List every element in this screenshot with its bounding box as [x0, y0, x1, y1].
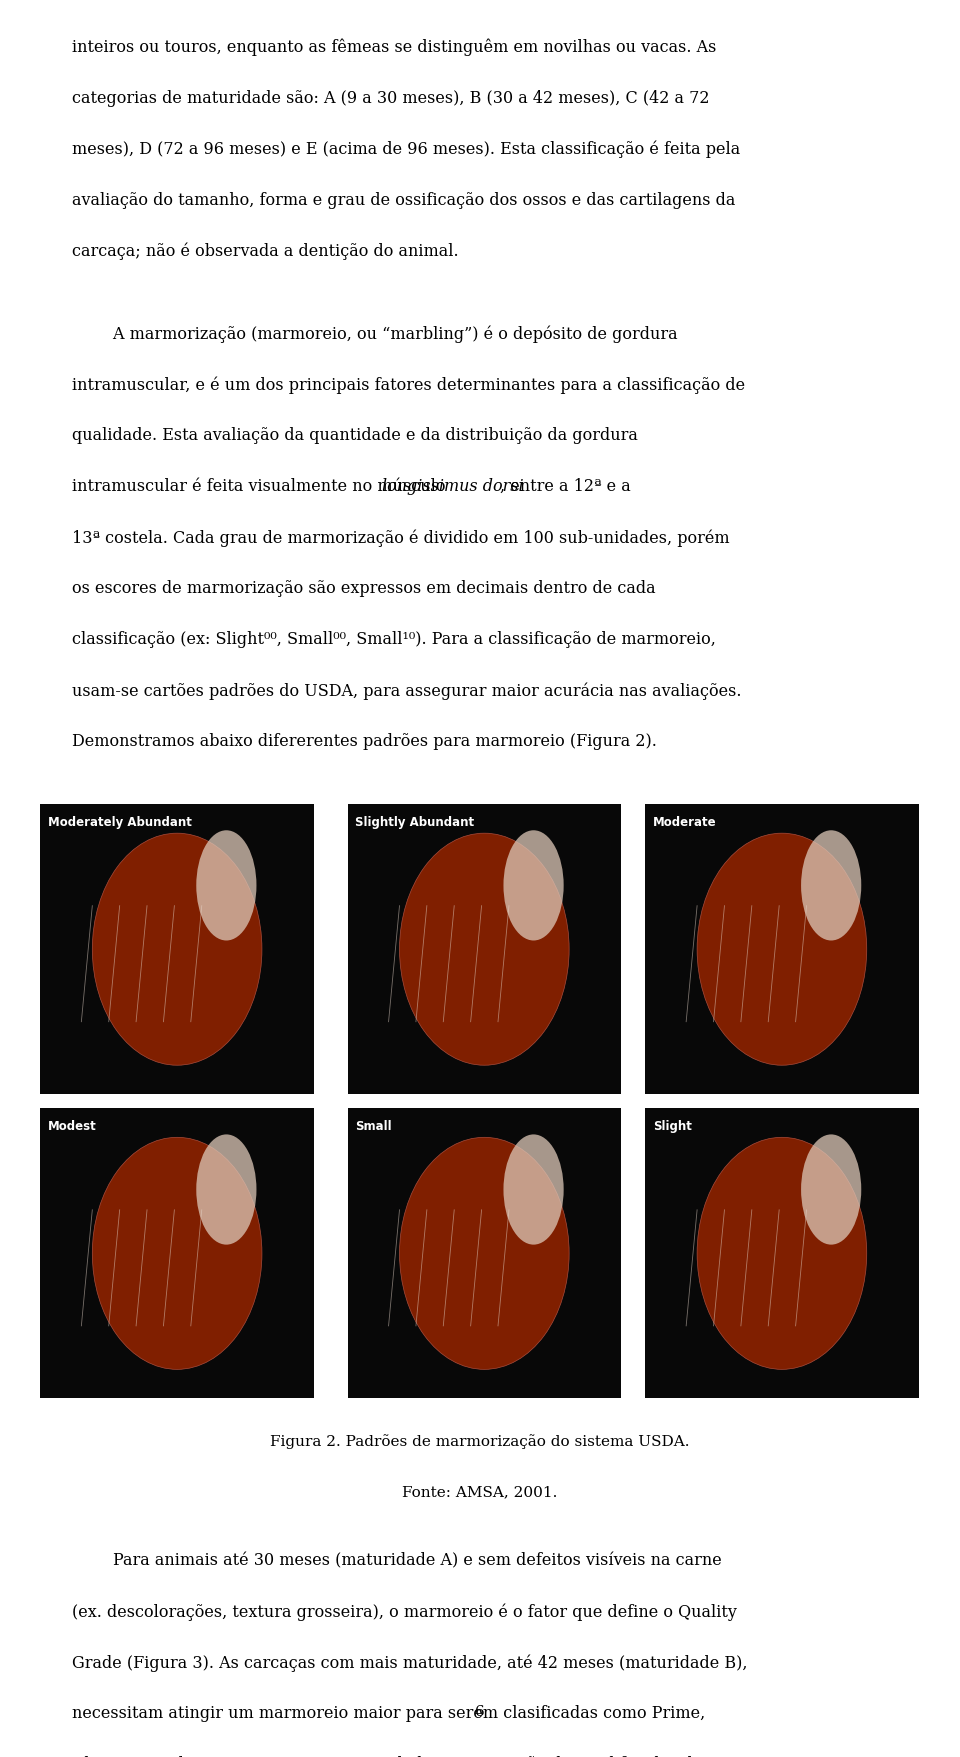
Text: intramuscular é feita visualmente no músculo: intramuscular é feita visualmente no mús…: [72, 478, 450, 495]
Text: Moderately Abundant: Moderately Abundant: [48, 815, 192, 828]
Text: Figura 2. Padrões de marmorização do sistema USDA.: Figura 2. Padrões de marmorização do sis…: [271, 1434, 689, 1448]
Text: usam-se cartões padrões do USDA, para assegurar maior acurácia nas avaliações.: usam-se cartões padrões do USDA, para as…: [72, 682, 741, 699]
Text: Fonte: AMSA, 2001.: Fonte: AMSA, 2001.: [402, 1485, 558, 1499]
Bar: [40, 1109, 314, 1399]
Bar: [348, 1109, 621, 1399]
Text: intramuscular, e é um dos principais fatores determinantes para a classificação : intramuscular, e é um dos principais fat…: [72, 376, 745, 394]
Ellipse shape: [801, 831, 861, 942]
Ellipse shape: [697, 835, 867, 1066]
Text: os escores de marmorização são expressos em decimais dentro de cada: os escores de marmorização são expressos…: [72, 580, 656, 597]
Text: , entre a 12ª e a: , entre a 12ª e a: [500, 478, 631, 495]
Ellipse shape: [196, 831, 256, 942]
Text: Slightly Abundant: Slightly Abundant: [355, 815, 474, 828]
Text: necessitam atingir um marmoreio maior para serem clasificadas como Prime,: necessitam atingir um marmoreio maior pa…: [72, 1704, 706, 1722]
Text: (ex. descolorações, textura grosseira), o marmoreio é o fator que define o Quali: (ex. descolorações, textura grosseira), …: [72, 1602, 737, 1620]
Text: qualidade. Esta avaliação da quantidade e da distribuição da gordura: qualidade. Esta avaliação da quantidade …: [72, 427, 637, 445]
Text: meses), D (72 a 96 meses) e E (acima de 96 meses). Esta classificação é feita pe: meses), D (72 a 96 meses) e E (acima de …: [72, 141, 740, 158]
Text: Slight: Slight: [653, 1119, 691, 1132]
Text: longissimus dorsi: longissimus dorsi: [382, 478, 524, 495]
Ellipse shape: [399, 1139, 569, 1370]
Text: Para animais até 30 meses (maturidade A) e sem defeitos visíveis na carne: Para animais até 30 meses (maturidade A)…: [72, 1551, 722, 1569]
Text: carcaça; não é observada a dentição do animal.: carcaça; não é observada a dentição do a…: [72, 242, 459, 260]
Text: 6: 6: [475, 1704, 485, 1718]
Ellipse shape: [92, 1139, 262, 1370]
Text: Small: Small: [355, 1119, 392, 1132]
Ellipse shape: [503, 831, 564, 942]
Ellipse shape: [697, 1139, 867, 1370]
Bar: [40, 805, 314, 1095]
Text: 13ª costela. Cada grau de marmorização é dividido em 100 sub-unidades, porém: 13ª costela. Cada grau de marmorização é…: [72, 529, 730, 546]
Text: classificação (ex: Slight⁰⁰, Small⁰⁰, Small¹⁰). Para a classificação de marmorei: classificação (ex: Slight⁰⁰, Small⁰⁰, Sm…: [72, 631, 716, 648]
Text: avaliação do tamanho, forma e grau de ossificação dos ossos e das cartilagens da: avaliação do tamanho, forma e grau de os…: [72, 192, 735, 209]
Ellipse shape: [196, 1135, 256, 1246]
Ellipse shape: [92, 835, 262, 1066]
Text: categorias de maturidade são: A (9 a 30 meses), B (30 a 42 meses), C (42 a 72: categorias de maturidade são: A (9 a 30 …: [72, 90, 709, 107]
Text: Demonstramos abaixo difererentes padrões para marmoreio (Figura 2).: Demonstramos abaixo difererentes padrões…: [72, 733, 657, 750]
Ellipse shape: [399, 835, 569, 1066]
Ellipse shape: [801, 1135, 861, 1246]
Bar: [645, 1109, 919, 1399]
Text: Moderate: Moderate: [653, 815, 716, 828]
Text: Grade (Figura 3). As carcaças com mais maturidade, até 42 meses (maturidade B),: Grade (Figura 3). As carcaças com mais m…: [72, 1653, 748, 1671]
Bar: [645, 805, 919, 1095]
Text: inteiros ou touros, enquanto as fêmeas se distinguêm em novilhas ou vacas. As: inteiros ou touros, enquanto as fêmeas s…: [72, 39, 716, 56]
Text: A marmorização (marmoreio, ou “marbling”) é o depósito de gordura: A marmorização (marmoreio, ou “marbling”…: [72, 325, 678, 343]
Bar: [348, 805, 621, 1095]
Text: Modest: Modest: [48, 1119, 97, 1132]
Ellipse shape: [503, 1135, 564, 1246]
